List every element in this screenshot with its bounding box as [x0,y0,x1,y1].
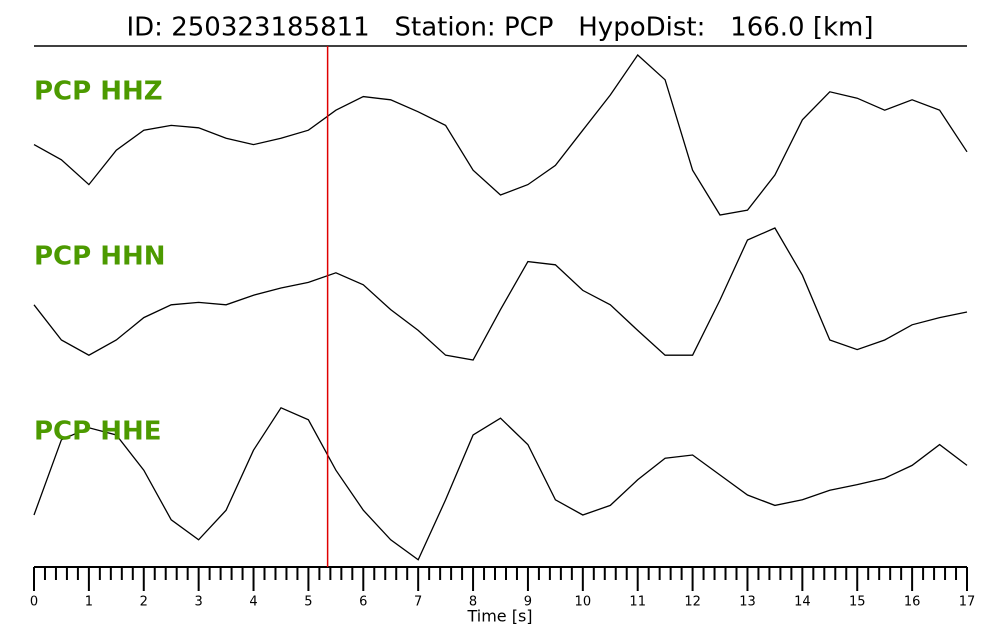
trace [33,406,968,561]
x-tick-label: 4 [249,595,257,610]
x-tick-label: 14 [794,595,811,610]
x-tick-label: 16 [904,595,921,610]
x-tick-label: 11 [629,595,646,610]
trace [33,54,968,216]
x-tick-label: 13 [739,595,756,610]
x-tick-label: 17 [959,595,976,610]
x-tick-label: 12 [684,595,701,610]
x-axis-label: Time [s] [466,607,532,626]
x-tick-label: 8 [469,595,477,610]
x-tick-label: 10 [575,595,592,610]
trace-label: PCP HHE [34,417,162,447]
x-tick-label: 1 [85,595,93,610]
trace-label: PCP HHZ [34,77,163,107]
x-tick-label: 7 [414,595,422,610]
x-tick-label: 15 [849,595,866,610]
x-tick-label: 0 [30,595,38,610]
trace [33,227,968,361]
x-tick-label: 5 [304,595,312,610]
trace-label: PCP HHN [34,242,166,272]
chart-title: ID: 250323185811 Station: PCP HypoDist: … [126,13,873,43]
x-tick-label: 2 [140,595,148,610]
x-tick-label: 6 [359,595,367,610]
x-tick-label: 9 [524,595,532,610]
x-tick-label: 3 [195,595,203,610]
